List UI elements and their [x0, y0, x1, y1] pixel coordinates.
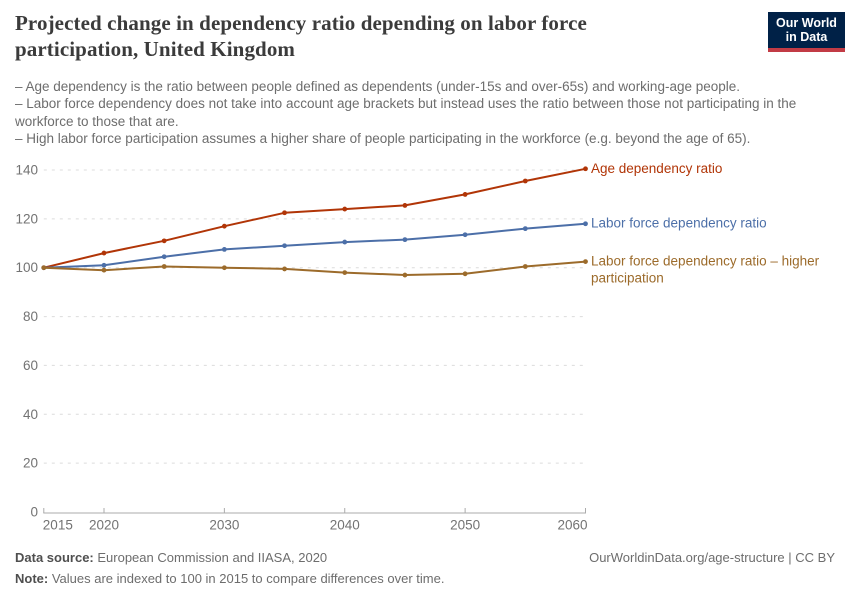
y-axis-label-20: 20: [23, 456, 38, 471]
point-labor-force-dependency-ratio-2020[interactable]: [101, 262, 107, 268]
data-source-line: Data source: European Commission and IIA…: [15, 547, 835, 568]
y-axis-label-140: 140: [15, 163, 38, 178]
point-age-dependency-ratio-2040[interactable]: [342, 206, 348, 212]
point-labor-force-dependency-ratio-higher-participation-2040[interactable]: [342, 270, 348, 275]
point-labor-force-dependency-ratio-2045[interactable]: [402, 237, 408, 243]
point-labor-force-dependency-ratio-higher-participation-2055[interactable]: [522, 264, 528, 269]
point-labor-force-dependency-ratio-2025[interactable]: [161, 254, 167, 260]
point-labor-force-dependency-ratio-2040[interactable]: [342, 239, 348, 245]
y-axis-label-60: 60: [23, 358, 38, 373]
point-labor-force-dependency-ratio-higher-participation-2025[interactable]: [161, 264, 167, 269]
legend-label-age-dependency-ratio[interactable]: Age dependency ratio: [591, 161, 722, 176]
page-title: Projected change in dependency ratio dep…: [15, 11, 587, 61]
point-labor-force-dependency-ratio-2050[interactable]: [462, 232, 468, 238]
owid-logo[interactable]: Our World in Data: [768, 12, 845, 52]
y-axis-label-80: 80: [23, 309, 38, 324]
subtitle-bullet-labor-force-dependency: – Labor force dependency does not take i…: [15, 96, 797, 129]
subtitle-bullet-high-participation: – High labor force participation assumes…: [15, 130, 751, 146]
point-age-dependency-ratio-2060[interactable]: [583, 166, 588, 172]
data-source-value: European Commission and IIASA, 2020: [93, 550, 328, 565]
point-labor-force-dependency-ratio-higher-participation-2050[interactable]: [462, 271, 468, 277]
note-line: Note: Values are indexed to 100 in 2015 …: [15, 568, 835, 589]
x-axis-label-2060: 2060: [557, 518, 587, 533]
point-age-dependency-ratio-2030[interactable]: [221, 223, 227, 229]
point-labor-force-dependency-ratio-2060[interactable]: [583, 221, 588, 227]
legend-label-labor-force-dependency-ratio-higher-participation-line2[interactable]: participation: [591, 271, 664, 286]
point-labor-force-dependency-ratio-higher-participation-2020[interactable]: [101, 267, 107, 273]
note-value: Values are indexed to 100 in 2015 to com…: [48, 571, 445, 586]
x-axis-label-2015: 2015: [43, 518, 73, 533]
chart-subtitle: – Age dependency is the ratio between pe…: [15, 78, 827, 147]
point-labor-force-dependency-ratio-higher-participation-2015[interactable]: [41, 265, 47, 271]
point-labor-force-dependency-ratio-higher-participation-2035[interactable]: [282, 266, 287, 272]
line-labor-force-dependency-ratio-higher-participation[interactable]: [42, 260, 587, 276]
point-age-dependency-ratio-2020[interactable]: [101, 250, 107, 256]
legend-label-labor-force-dependency-ratio[interactable]: Labor force dependency ratio: [591, 216, 767, 231]
y-axis-label-100: 100: [15, 260, 38, 275]
point-labor-force-dependency-ratio-higher-participation-2060[interactable]: [583, 259, 588, 265]
y-axis-label-120: 120: [15, 211, 38, 226]
line-labor-force-dependency-ratio[interactable]: [42, 222, 587, 269]
point-age-dependency-ratio-2045[interactable]: [402, 203, 408, 208]
legend-label-labor-force-dependency-ratio-higher-participation[interactable]: Labor force dependency ratio – higher: [591, 254, 820, 269]
x-axis-label-2050: 2050: [450, 518, 480, 533]
point-labor-force-dependency-ratio-higher-participation-2045[interactable]: [402, 272, 408, 278]
point-age-dependency-ratio-2035[interactable]: [282, 210, 287, 216]
x-axis-label-2030: 2030: [209, 518, 239, 533]
y-axis-label-0: 0: [30, 505, 38, 520]
data-source-label: Data source:: [15, 550, 94, 565]
subtitle-bullet-age-dependency: – Age dependency is the ratio between pe…: [15, 79, 741, 94]
point-age-dependency-ratio-2055[interactable]: [522, 178, 528, 184]
point-labor-force-dependency-ratio-2030[interactable]: [221, 246, 227, 252]
point-labor-force-dependency-ratio-2035[interactable]: [282, 243, 287, 249]
line-age-dependency-ratio[interactable]: [42, 167, 587, 269]
logo-text-line2: in Data: [785, 30, 828, 44]
x-axis-label-2040: 2040: [330, 518, 360, 533]
note-label: Note:: [15, 571, 49, 586]
logo-text-line1: Our World: [776, 16, 837, 30]
point-age-dependency-ratio-2050[interactable]: [462, 192, 468, 197]
point-labor-force-dependency-ratio-higher-participation-2030[interactable]: [221, 265, 227, 271]
y-axis-label-40: 40: [23, 407, 38, 422]
point-labor-force-dependency-ratio-2055[interactable]: [522, 226, 528, 232]
chart-footer: Data source: European Commission and IIA…: [15, 547, 835, 589]
x-axis-label-2020: 2020: [89, 518, 119, 533]
point-age-dependency-ratio-2025[interactable]: [161, 238, 167, 244]
credit-link[interactable]: OurWorldinData.org/age-structure | CC BY: [589, 550, 835, 565]
